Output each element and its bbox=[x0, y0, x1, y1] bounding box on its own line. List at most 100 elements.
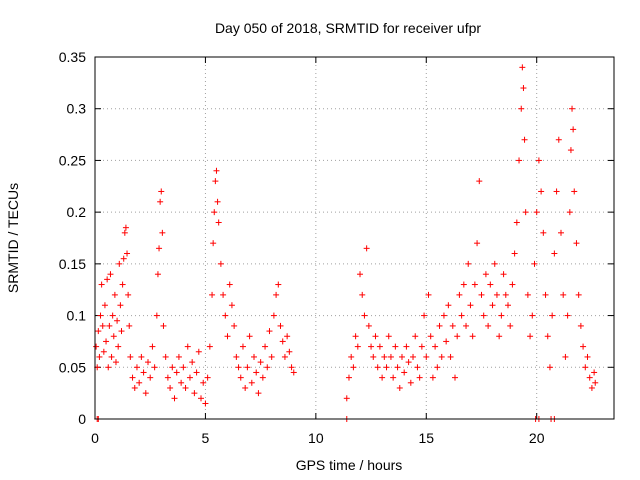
data-point bbox=[160, 322, 167, 329]
data-point bbox=[531, 260, 538, 267]
data-point bbox=[586, 374, 593, 381]
data-point bbox=[266, 328, 273, 335]
data-point bbox=[407, 379, 414, 386]
data-point bbox=[131, 384, 138, 391]
data-point bbox=[410, 353, 417, 360]
data-point bbox=[361, 312, 368, 319]
data-point bbox=[147, 374, 154, 381]
data-point bbox=[195, 348, 202, 355]
data-point bbox=[449, 322, 456, 329]
data-point bbox=[281, 353, 288, 360]
data-points bbox=[93, 64, 599, 422]
data-point bbox=[557, 229, 564, 236]
data-point bbox=[233, 353, 240, 360]
data-point bbox=[96, 353, 103, 360]
data-point bbox=[538, 188, 545, 195]
data-point bbox=[467, 302, 474, 309]
data-point bbox=[381, 353, 388, 360]
data-point bbox=[544, 333, 551, 340]
x-tick-label: 20 bbox=[529, 430, 545, 446]
data-point bbox=[570, 126, 577, 133]
data-point bbox=[354, 343, 361, 350]
data-point bbox=[343, 395, 350, 402]
data-point bbox=[279, 338, 286, 345]
data-point bbox=[401, 369, 408, 376]
data-point bbox=[421, 312, 428, 319]
data-point bbox=[242, 384, 249, 391]
data-point bbox=[145, 359, 152, 366]
data-point bbox=[99, 322, 106, 329]
data-point bbox=[454, 333, 461, 340]
data-point bbox=[275, 281, 282, 288]
data-point bbox=[273, 291, 280, 298]
axis-ticks: 0 0.05 0.1 0.15 0.2 0.25 0.3 0.35 0 5 10 15 20 bbox=[59, 49, 614, 446]
data-point bbox=[447, 353, 454, 360]
data-point bbox=[220, 291, 227, 298]
data-point bbox=[445, 302, 452, 309]
data-point bbox=[584, 353, 591, 360]
data-point bbox=[210, 240, 217, 247]
data-point bbox=[231, 322, 238, 329]
data-point bbox=[403, 343, 410, 350]
data-point bbox=[368, 343, 375, 350]
data-point bbox=[480, 312, 487, 319]
data-point bbox=[516, 157, 523, 164]
data-point bbox=[379, 374, 386, 381]
data-point bbox=[149, 343, 156, 350]
data-point bbox=[95, 328, 102, 335]
data-point bbox=[357, 271, 364, 278]
data-point bbox=[255, 390, 262, 397]
data-point bbox=[200, 379, 207, 386]
data-point bbox=[186, 374, 193, 381]
data-point bbox=[348, 353, 355, 360]
data-point bbox=[359, 291, 366, 298]
data-point bbox=[109, 312, 116, 319]
data-point bbox=[180, 364, 187, 371]
data-point bbox=[396, 384, 403, 391]
data-point bbox=[489, 302, 496, 309]
data-point bbox=[268, 353, 275, 360]
data-point bbox=[456, 291, 463, 298]
data-point bbox=[465, 260, 472, 267]
data-point bbox=[270, 312, 277, 319]
data-point bbox=[262, 343, 269, 350]
data-point bbox=[533, 209, 540, 216]
data-point bbox=[500, 271, 507, 278]
data-point bbox=[120, 255, 127, 262]
data-point bbox=[529, 312, 536, 319]
data-point bbox=[171, 395, 178, 402]
data-point bbox=[521, 136, 528, 143]
data-point bbox=[211, 209, 218, 216]
plot-frame bbox=[94, 56, 615, 420]
data-point bbox=[151, 364, 158, 371]
data-point bbox=[121, 229, 128, 236]
data-point bbox=[588, 384, 595, 391]
data-point bbox=[573, 240, 580, 247]
data-point bbox=[246, 333, 253, 340]
data-point bbox=[513, 219, 520, 226]
data-point bbox=[122, 224, 129, 231]
data-point bbox=[577, 322, 584, 329]
data-point bbox=[493, 291, 500, 298]
data-point bbox=[116, 260, 123, 267]
data-point bbox=[156, 245, 163, 252]
data-point bbox=[222, 312, 229, 319]
data-point bbox=[496, 333, 503, 340]
data-point bbox=[290, 369, 297, 376]
data-point bbox=[370, 353, 377, 360]
data-point bbox=[518, 105, 525, 112]
data-point bbox=[535, 157, 542, 164]
data-point bbox=[136, 379, 143, 386]
data-point bbox=[127, 353, 134, 360]
data-point bbox=[458, 312, 465, 319]
data-point bbox=[209, 291, 216, 298]
data-point bbox=[451, 374, 458, 381]
data-point bbox=[376, 343, 383, 350]
x-tick-label: 10 bbox=[308, 430, 324, 446]
data-point bbox=[98, 281, 105, 288]
data-point bbox=[540, 229, 547, 236]
data-point bbox=[286, 348, 293, 355]
data-point bbox=[140, 369, 147, 376]
data-point bbox=[169, 364, 176, 371]
data-point bbox=[434, 364, 441, 371]
